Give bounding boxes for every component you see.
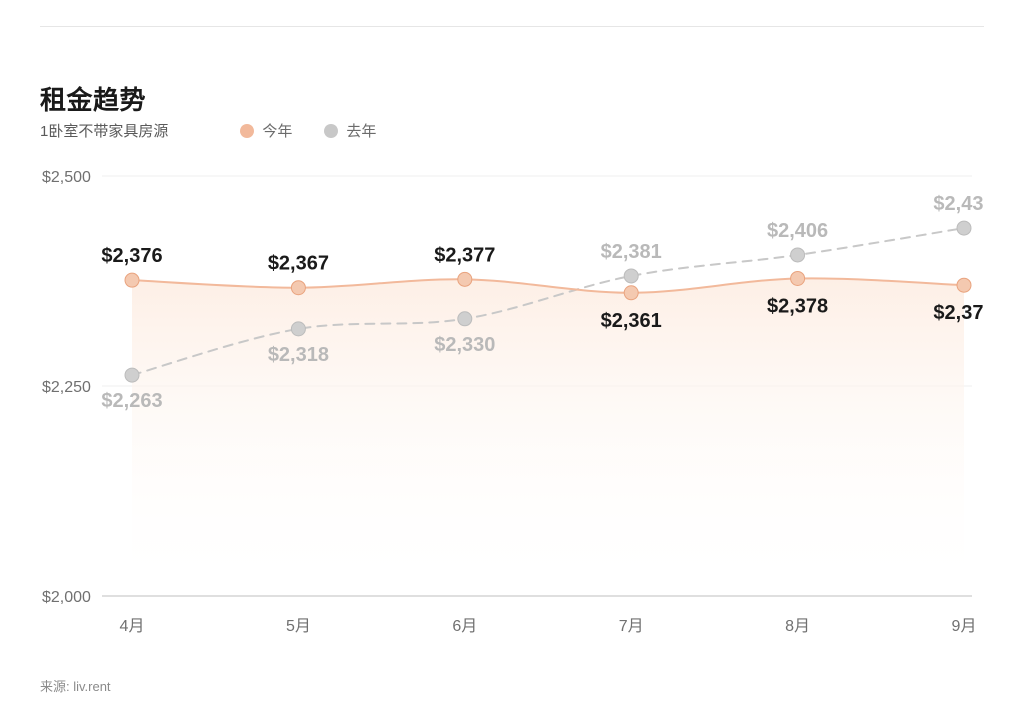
point-last-year — [125, 368, 139, 382]
value-label-this-year: $2,376 — [101, 245, 162, 267]
x-axis-tick-label: 8月 — [785, 618, 810, 635]
value-label-this-year: $2,378 — [767, 295, 828, 317]
x-axis-tick-label: 7月 — [619, 618, 644, 635]
point-last-year — [458, 312, 472, 326]
y-axis-tick-label: $2,250 — [42, 379, 91, 396]
point-this-year — [624, 286, 638, 300]
area-fill-this-year — [132, 278, 964, 596]
point-this-year — [957, 278, 971, 292]
point-this-year — [291, 281, 305, 295]
chart-subtitle: 1卧室不带家具房源 — [40, 120, 168, 141]
legend-this-year: 今年 — [240, 120, 292, 141]
y-axis-tick-label: $2,000 — [42, 589, 91, 606]
legend-label-last-year: 去年 — [346, 120, 376, 141]
rent-trend-chart: $2,000 $2,250 $2,500 $2,263 $2,318 $2,330 $2,3… — [40, 166, 984, 646]
value-label-last-year: $2,318 — [268, 344, 329, 366]
legend-label-this-year: 今年 — [262, 120, 292, 141]
point-this-year — [125, 273, 139, 287]
x-axis-tick-label: 4月 — [120, 618, 145, 635]
subtitle-legend-row: 1卧室不带家具房源 今年 去年 — [40, 120, 376, 141]
x-axis-tick-label: 5月 — [286, 618, 311, 635]
top-separator — [40, 26, 984, 27]
value-label-this-year: $2,377 — [434, 244, 495, 266]
point-last-year — [291, 322, 305, 336]
x-axis-tick-label: 6月 — [452, 618, 477, 635]
legend-dot-last-year — [324, 124, 338, 138]
chart-area: $2,000 $2,250 $2,500 $2,263 $2,318 $2,330 $2,3… — [40, 166, 984, 646]
point-last-year — [624, 269, 638, 283]
legend-dot-this-year — [240, 124, 254, 138]
chart-source: 来源: liv.rent — [40, 676, 111, 695]
value-label-last-year: $2,438 — [933, 193, 984, 215]
value-label-last-year: $2,381 — [601, 241, 662, 263]
y-axis-tick-label: $2,500 — [42, 169, 91, 186]
point-last-year — [791, 248, 805, 262]
value-label-last-year: $2,406 — [767, 220, 828, 242]
value-label-this-year: $2,361 — [601, 310, 662, 332]
value-label-this-year: $2,367 — [268, 253, 329, 275]
x-axis-tick-label: 9月 — [952, 618, 977, 635]
value-label-this-year: $2,370 — [933, 302, 984, 324]
value-label-last-year: $2,330 — [434, 334, 495, 356]
chart-title: 租金趋势 — [40, 80, 146, 117]
point-last-year — [957, 221, 971, 235]
point-this-year — [458, 272, 472, 286]
value-label-last-year: $2,263 — [101, 390, 162, 412]
legend-last-year: 去年 — [324, 120, 376, 141]
point-this-year — [791, 271, 805, 285]
